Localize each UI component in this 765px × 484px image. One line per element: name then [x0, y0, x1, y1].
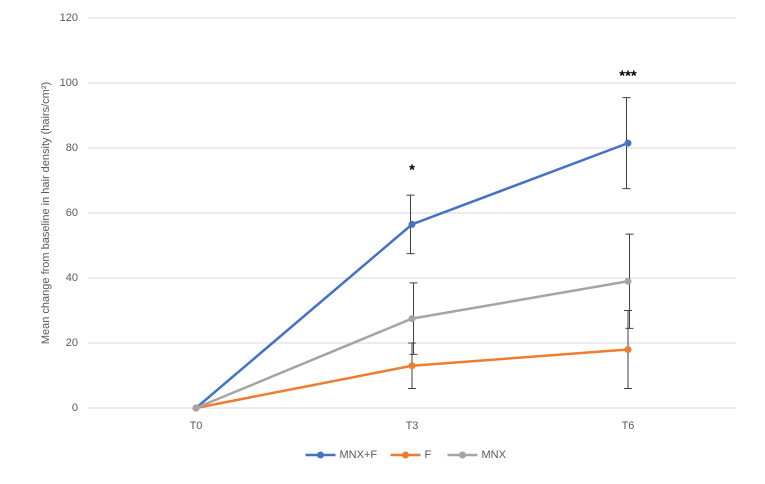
y-tick-label: 20 [66, 337, 78, 349]
legend-marker [402, 451, 409, 459]
y-tick-label: 100 [60, 77, 78, 89]
significance-marker: *** [619, 67, 637, 84]
data-point [192, 404, 200, 412]
y-tick-label: 0 [72, 402, 78, 414]
data-point [408, 315, 416, 323]
y-tick-label: 60 [66, 207, 78, 219]
x-tick-label: T0 [190, 420, 203, 432]
x-tick-label: T3 [406, 420, 419, 432]
legend-label: MNX [482, 449, 507, 461]
data-point [624, 277, 632, 285]
data-point [624, 139, 632, 147]
legend-label: F [425, 449, 432, 461]
data-point [624, 346, 632, 353]
legend-marker [459, 451, 466, 459]
significance-marker: * [409, 162, 415, 179]
y-tick-label: 40 [66, 272, 78, 284]
x-tick-label: T6 [622, 420, 635, 432]
y-axis-label: Mean change from baseline in hair densit… [40, 82, 52, 344]
data-point [408, 220, 416, 228]
legend-marker [317, 451, 324, 459]
y-tick-label: 80 [66, 142, 78, 154]
legend-label: MNX+F [340, 449, 378, 461]
y-tick-label: 120 [60, 12, 78, 24]
data-point [408, 362, 416, 370]
